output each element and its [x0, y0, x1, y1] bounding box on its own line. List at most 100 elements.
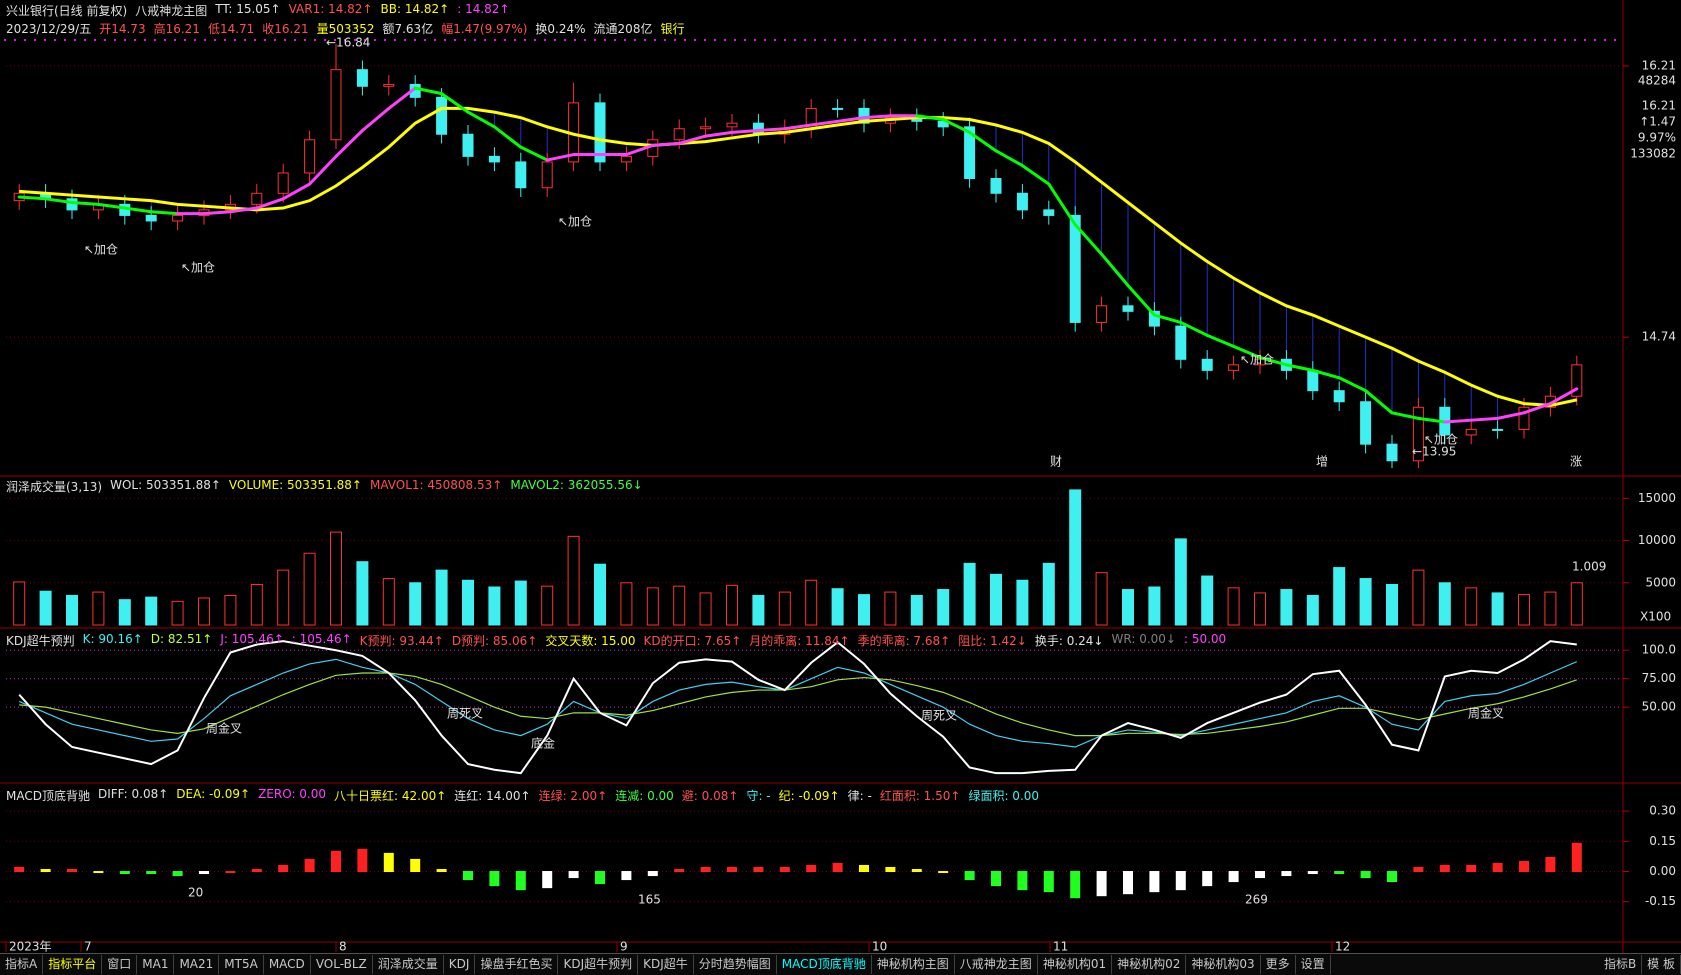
tab[interactable]: 神秘机构02: [1112, 955, 1187, 974]
candle-body: [304, 139, 316, 174]
bar: [514, 580, 527, 626]
annotation: 增: [1316, 455, 1328, 469]
bar: [436, 869, 447, 873]
tab[interactable]: MA1: [137, 955, 175, 974]
ma-segment: [1284, 363, 1315, 372]
header-item: VAR1: 14.82↑: [288, 2, 373, 16]
quote-value: 16.21: [1642, 99, 1676, 113]
bar: [1043, 871, 1054, 893]
y-tick-label: 100.0: [1642, 643, 1676, 657]
tab[interactable]: 操盘手红色买: [475, 955, 559, 974]
ma-segment: [1152, 313, 1183, 324]
bar: [172, 871, 183, 877]
tab[interactable]: MA21: [174, 955, 220, 974]
candle-body: [172, 214, 184, 222]
ma-segment: [334, 129, 364, 158]
bar: [1571, 842, 1582, 873]
tab[interactable]: MT5A: [219, 955, 264, 974]
bar: [357, 848, 368, 873]
tab[interactable]: KDJ超牛预判: [558, 955, 639, 974]
header-item: 流通208亿: [593, 22, 653, 36]
bar: [752, 594, 765, 626]
candle-body: [1492, 428, 1504, 431]
date-label: 10: [872, 940, 887, 954]
candle-body: [330, 69, 342, 141]
header-item: 八十日票红: 42.00↑: [334, 789, 447, 803]
ma-segment: [281, 182, 312, 201]
bar: [1227, 587, 1240, 626]
bar: [1042, 562, 1055, 626]
bar: [620, 582, 633, 626]
header-item: 月的乖离: 11.84↑: [749, 634, 850, 648]
candle-body: [726, 122, 738, 128]
tab[interactable]: 润泽成交量: [373, 955, 444, 974]
candle-body: [1175, 325, 1187, 360]
y-tick-label: 50.00: [1642, 700, 1676, 714]
tab[interactable]: 设置: [1296, 955, 1331, 974]
header-item: 低14.71: [207, 22, 255, 36]
bar: [567, 535, 580, 626]
header-item: 润泽成交量(3,13): [6, 480, 103, 494]
bar: [1255, 871, 1265, 879]
y-tick-label: 0.30: [1649, 804, 1676, 818]
tab[interactable]: 神秘机构01: [1038, 955, 1113, 974]
bar: [1148, 586, 1161, 626]
tab[interactable]: 指标B: [1599, 955, 1643, 974]
tab[interactable]: 神秘机构主图: [872, 955, 955, 974]
tab[interactable]: 窗口: [102, 955, 138, 974]
candle-body: [66, 198, 78, 211]
bar: [303, 552, 316, 626]
candle-body: [964, 126, 976, 180]
quote-value: ↑1.47: [1639, 115, 1676, 129]
header-item: KDJ超牛预判: [6, 634, 75, 648]
header-item: TT: 15.05↑: [215, 2, 281, 16]
tab[interactable]: 分时趋势幅图: [694, 955, 777, 974]
header-item: 连减: 0.00: [615, 789, 674, 803]
header-item: 守: -: [746, 789, 771, 803]
bar: [1544, 591, 1557, 626]
header-item: 绿面积: 0.00: [968, 789, 1040, 803]
annotation: ↖加仓: [84, 243, 118, 257]
bar: [964, 871, 975, 881]
ma-segment: [1469, 416, 1500, 422]
ma-segment: [360, 106, 391, 133]
annotation: 1.009: [1572, 560, 1606, 574]
bar: [146, 871, 157, 875]
header-item: MAVOL1: 450808.53↑: [369, 478, 503, 492]
ma-segment: [492, 125, 523, 149]
bar: [541, 585, 554, 626]
tab[interactable]: 指标平台: [43, 955, 103, 974]
bar: [1307, 871, 1318, 875]
bar: [1386, 583, 1398, 626]
bar: [674, 869, 685, 873]
ma-segment: [1047, 182, 1077, 227]
ma-segment: [17, 195, 48, 201]
bar: [463, 871, 473, 881]
ma-segment: [624, 143, 655, 157]
tab[interactable]: 八戒神龙主图: [955, 955, 1038, 974]
tab[interactable]: KDJ超牛: [638, 955, 694, 974]
bar: [832, 862, 843, 873]
panel-header: 2023/12/29/五 开14.73 高16.21 低14.71 收16.21 量503…: [6, 20, 684, 37]
bar: [938, 871, 949, 874]
bar: [805, 579, 818, 626]
header-item: DIFF: 0.08↑: [97, 787, 169, 801]
ma-segment: [202, 210, 232, 216]
annotation: 269: [1245, 893, 1268, 907]
ma-segment: [1443, 418, 1473, 424]
tab[interactable]: 更多: [1261, 955, 1296, 974]
tab[interactable]: MACD顶底背驰: [777, 955, 872, 974]
tab[interactable]: VOL-BLZ: [311, 955, 373, 974]
bar: [700, 866, 711, 873]
candle-body: [1307, 369, 1319, 392]
bar: [1228, 871, 1239, 883]
annotation: 20: [188, 886, 203, 900]
header-item: 幅1.47(9.97%): [441, 22, 528, 36]
tab[interactable]: 神秘机构03: [1186, 955, 1261, 974]
bar: [806, 864, 817, 873]
tab[interactable]: 模 板: [1642, 955, 1681, 974]
bar: [937, 589, 950, 626]
tab[interactable]: MACD: [264, 955, 311, 974]
tab[interactable]: KDJ: [444, 955, 476, 974]
tab[interactable]: 指标A: [0, 955, 44, 974]
